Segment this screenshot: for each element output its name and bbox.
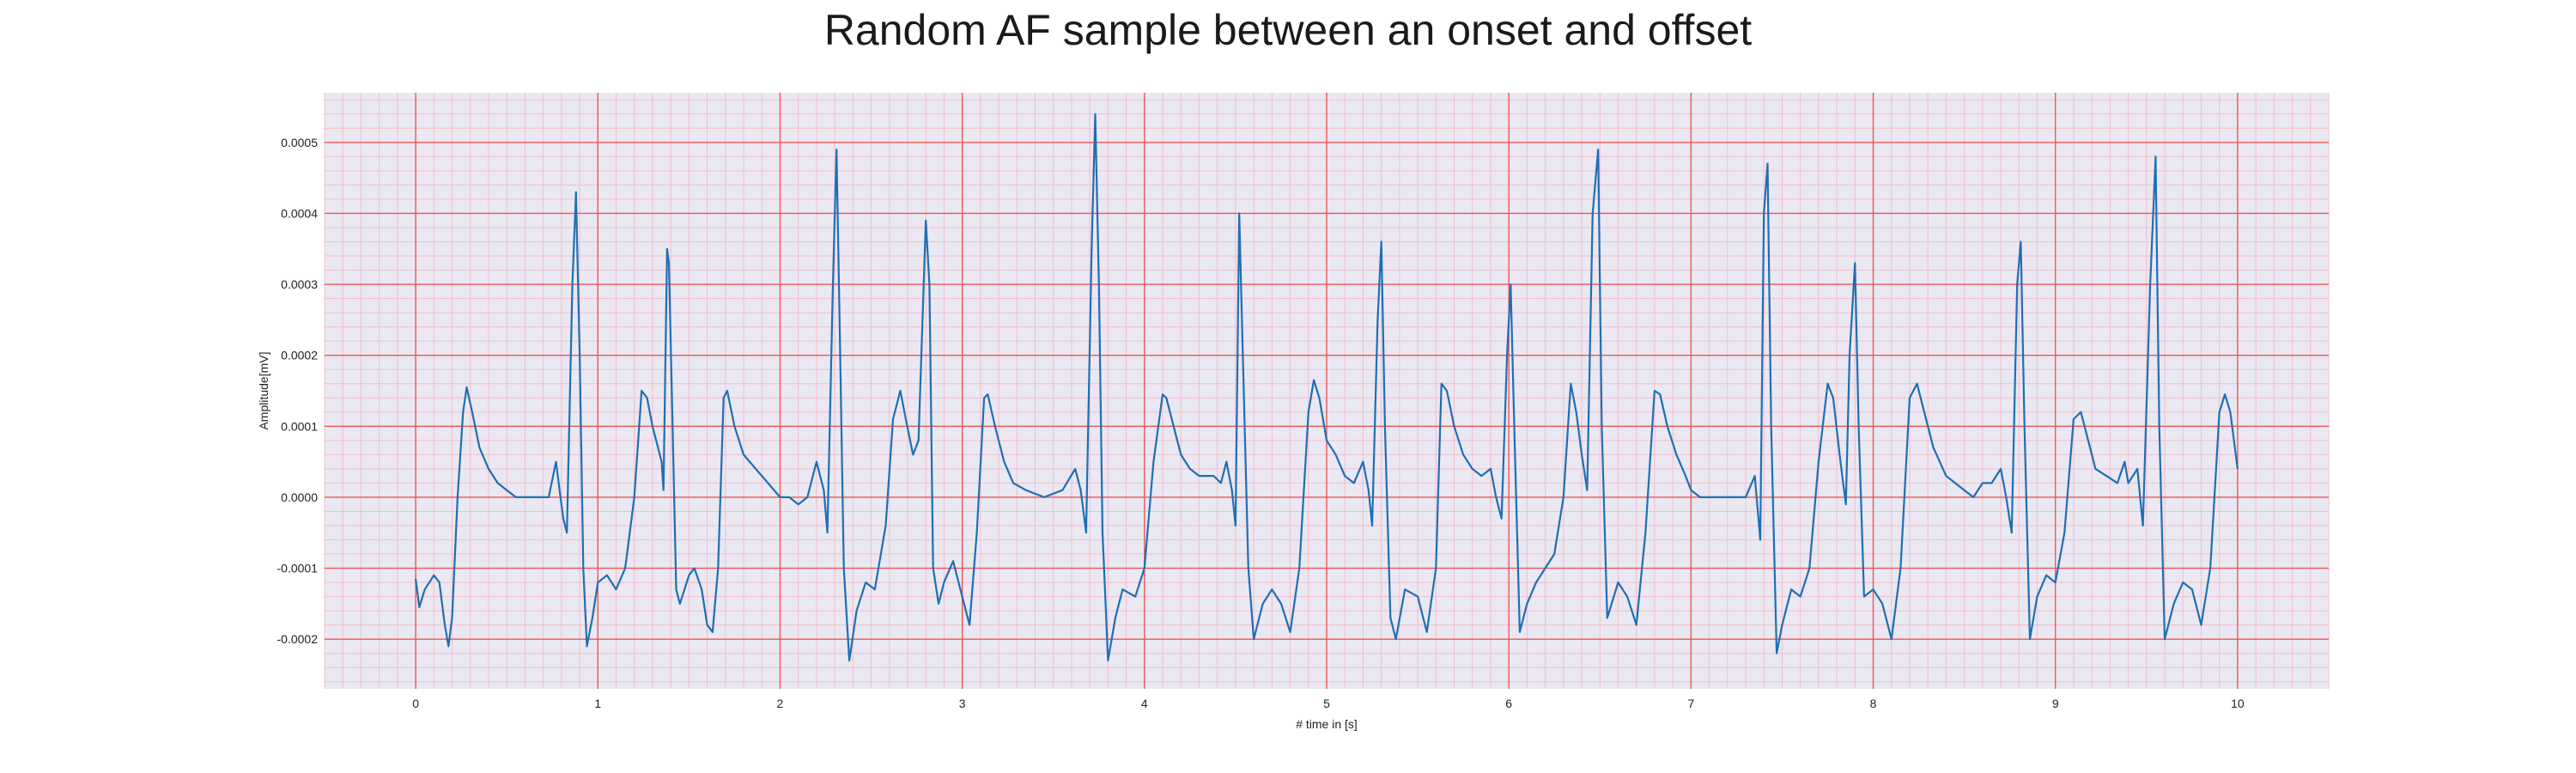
y-tick-label: 0.0004 [281, 206, 318, 220]
y-tick-label: 0.0000 [281, 490, 318, 504]
x-tick-label: 1 [594, 697, 601, 710]
x-tick-label: 0 [412, 697, 419, 710]
y-tick-label: 0.0005 [281, 136, 318, 149]
y-axis-ticks: -0.0002 -0.0001 0.0000 0.0001 0.0002 0.0003 0.… [277, 136, 319, 646]
ecg-series-line [415, 113, 2239, 662]
x-tick-label: 8 [1870, 697, 1877, 710]
x-tick-label: 5 [1323, 697, 1330, 710]
x-tick-label: 2 [777, 697, 784, 710]
y-tick-label: 0.0003 [281, 277, 318, 291]
x-tick-label: 3 [959, 697, 966, 710]
y-tick-label: -0.0001 [277, 562, 319, 575]
x-axis-label: # time in [s] [1296, 717, 1358, 731]
y-tick-label: 0.0001 [281, 419, 318, 433]
y-tick-label: -0.0002 [277, 632, 319, 646]
x-tick-label: 7 [1687, 697, 1694, 710]
x-tick-label: 9 [2052, 697, 2059, 710]
y-tick-label: 0.0002 [281, 349, 318, 362]
chart-title: Random AF sample between an onset and of… [823, 6, 1753, 54]
series-layer [415, 113, 2239, 662]
x-axis-ticks: 0 1 2 3 4 5 6 7 8 9 10 [412, 697, 2245, 710]
x-tick-label: 10 [2231, 697, 2245, 710]
x-tick-label: 4 [1141, 697, 1148, 710]
x-tick-label: 6 [1505, 697, 1512, 710]
major-grid [325, 93, 2329, 689]
y-axis-label: Amplitude[mV] [257, 351, 270, 429]
